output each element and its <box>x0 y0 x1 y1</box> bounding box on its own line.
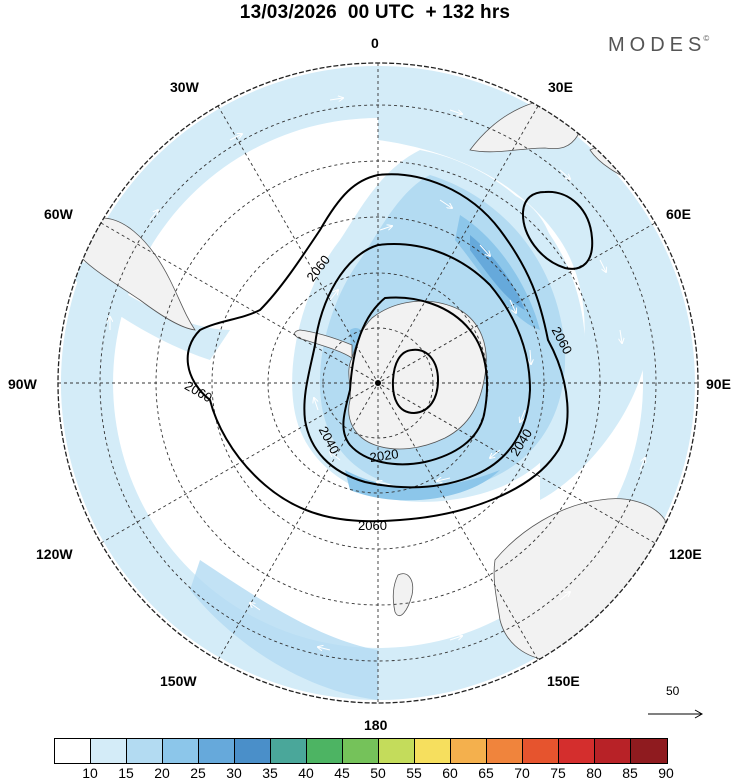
colorbar-tick-label: 35 <box>262 765 278 781</box>
colorbar-tick-label: 30 <box>226 765 242 781</box>
colorbar-tick-label: 15 <box>118 765 134 781</box>
contour-high-atlantic <box>521 190 594 270</box>
antarctic-peninsula <box>294 329 353 359</box>
colorbar-swatch <box>415 739 451 763</box>
lon-label-60e: 60E <box>666 206 691 222</box>
colorbar-tick-label: 80 <box>586 765 602 781</box>
colorbar-swatch <box>307 739 343 763</box>
map-title: 13/03/2026 00 UTC + 132 hrs <box>239 2 511 23</box>
colorbar-tick-label: 20 <box>154 765 170 781</box>
polar-map: 2060 2060 2060 2040 2040 2020 2060 <box>57 62 699 704</box>
lon-label-60w: 60W <box>44 206 73 222</box>
colorbar-tick-label: 25 <box>190 765 206 781</box>
lon-label-120w: 120W <box>36 546 73 562</box>
antarctica <box>348 300 487 450</box>
geopotential-contours <box>186 173 594 523</box>
map-border <box>57 62 699 704</box>
colorbar-swatch <box>451 739 487 763</box>
lon-label-0: 0 <box>371 35 379 51</box>
lon-label-150w: 150W <box>160 673 197 689</box>
colorbar-swatch <box>343 739 379 763</box>
colorbar-swatch <box>523 739 559 763</box>
colorbar-tick-label: 90 <box>658 765 674 781</box>
lon-label-150e: 150E <box>547 673 580 689</box>
colorbar-swatch <box>559 739 595 763</box>
colorbar-ticks: 10 15 20 25 30 35 40 45 50 55 60 65 70 75 80 85 90 <box>54 765 704 782</box>
contour-label: 2020 <box>369 446 400 465</box>
colorbar-swatch <box>127 739 163 763</box>
colorbar-swatch <box>271 739 307 763</box>
colorbar-tick-label: 10 <box>82 765 98 781</box>
colorbar-tick-label: 40 <box>298 765 314 781</box>
wind-vectors <box>110 98 645 650</box>
colorbar-swatch <box>91 739 127 763</box>
lon-label-30e: 30E <box>548 79 573 95</box>
brand-logo: MODES© <box>608 34 709 57</box>
colorbar-swatch <box>379 739 415 763</box>
colorbar-tick-label: 70 <box>514 765 530 781</box>
colorbar-swatch <box>235 739 271 763</box>
colorbar-swatch <box>163 739 199 763</box>
colorbar-swatch <box>199 739 235 763</box>
south-pole-marker <box>375 380 381 386</box>
contour-2040 <box>303 243 532 489</box>
lon-label-90e: 90E <box>706 376 731 392</box>
lon-label-30w: 30W <box>170 79 199 95</box>
colorbar-tick-label: 60 <box>442 765 458 781</box>
lon-label-90w: 90W <box>8 376 37 392</box>
right-arrow-icon <box>648 709 704 719</box>
copyright-mark: © <box>703 34 710 43</box>
colorbar-tick-label: 85 <box>622 765 638 781</box>
colorbar-swatch <box>55 739 91 763</box>
colorbar-swatch <box>487 739 523 763</box>
colorbar-tick-label: 75 <box>550 765 566 781</box>
colorbar-swatch <box>631 739 667 763</box>
contour-2060-main <box>186 173 569 523</box>
colorbar-swatch <box>595 739 631 763</box>
lon-label-120e: 120E <box>669 546 702 562</box>
lon-label-180: 180 <box>364 717 388 733</box>
contour-2020 <box>342 296 489 466</box>
wind-reference-value: 50 <box>666 684 680 698</box>
colorbar-tick-label: 45 <box>334 765 350 781</box>
contour-label: 2060 <box>358 518 387 533</box>
contour-2000-low <box>391 348 440 415</box>
brand-name: MODES <box>608 34 707 56</box>
colorbar <box>54 738 668 764</box>
colorbar-tick-label: 55 <box>406 765 422 781</box>
colorbar-tick-label: 65 <box>478 765 494 781</box>
colorbar-tick-label: 50 <box>370 765 386 781</box>
new-zealand <box>392 573 414 617</box>
